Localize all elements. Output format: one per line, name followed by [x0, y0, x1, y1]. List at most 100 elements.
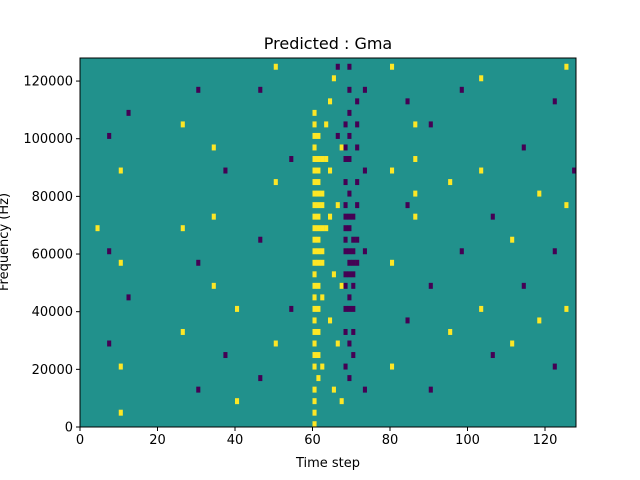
heatmap-cell [316, 202, 321, 209]
heatmap-cell [351, 282, 356, 289]
y-tick-label: 80000 [32, 190, 73, 205]
x-tick-label: 0 [76, 433, 84, 448]
heatmap-cell [343, 213, 348, 220]
heatmap-cell [312, 259, 317, 266]
heatmap-cell [316, 282, 321, 289]
heatmap-cell [312, 317, 317, 324]
y-tick-label: 60000 [32, 248, 73, 263]
heatmap-cell [180, 121, 185, 128]
heatmap-cell [339, 144, 344, 151]
heatmap-cell [312, 282, 317, 289]
heatmap-cell [289, 305, 294, 312]
heatmap-cell [211, 282, 216, 289]
y-tick-label: 40000 [32, 305, 73, 320]
heatmap-cell [312, 409, 317, 416]
y-axis-ticks: 0 20000 40000 60000 80000 100000 120000 [23, 75, 80, 436]
heatmap-cell [316, 248, 321, 255]
heatmap-cell [335, 340, 340, 347]
y-tick-label: 20000 [32, 363, 73, 378]
heatmap-cell [312, 190, 317, 197]
heatmap-cell [312, 236, 317, 243]
x-tick-label: 120 [533, 433, 558, 448]
heatmap-cell [521, 144, 526, 151]
heatmap-cell [362, 386, 367, 393]
heatmap-cell [405, 98, 410, 105]
heatmap-cell [312, 156, 317, 162]
heatmap-cell [118, 363, 123, 370]
heatmap-cell [316, 305, 321, 312]
heatmap-cell [490, 352, 495, 359]
heatmap-cell [479, 75, 484, 82]
x-axis-ticks: 0 20 40 60 80 100 120 [76, 427, 558, 448]
heatmap-cell [479, 305, 484, 312]
heatmap-cell [312, 328, 317, 335]
heatmap-cell [258, 375, 263, 382]
y-tick-label: 0 [65, 421, 73, 436]
heatmap-cell [351, 259, 356, 266]
heatmap-cell [107, 248, 112, 255]
x-tick-label: 80 [382, 433, 399, 448]
heatmap-cell [343, 156, 348, 162]
heatmap-cell [223, 167, 228, 174]
heatmap-cell [521, 282, 526, 289]
heatmap-cell [564, 305, 569, 312]
heatmap-cell [312, 248, 317, 255]
heatmap-cell [490, 213, 495, 220]
heatmap-cell [289, 156, 294, 162]
heatmap-cells [95, 63, 577, 428]
heatmap-cell [320, 259, 325, 266]
heatmap-cell [107, 340, 112, 347]
heatmap-cell [328, 167, 333, 174]
heatmap-cell [355, 144, 360, 151]
heatmap-cell [312, 225, 317, 232]
heatmap-cell [343, 236, 348, 243]
heatmap-cell [428, 121, 433, 128]
heatmap-cell [312, 167, 317, 174]
heatmap-cell [312, 363, 317, 370]
heatmap-cell [564, 63, 569, 70]
heatmap-cell [347, 259, 352, 266]
heatmap-background [80, 58, 576, 427]
heatmap-cell [355, 179, 360, 186]
heatmap-cell [355, 98, 360, 105]
heatmap-cell [126, 109, 131, 116]
heatmap-cell [347, 225, 352, 232]
heatmap-cell [118, 167, 123, 174]
x-tick-label: 100 [455, 433, 480, 448]
heatmap-cell [347, 190, 352, 197]
heatmap-cell [347, 294, 352, 301]
heatmap-cell [316, 236, 321, 243]
heatmap-cell [405, 202, 410, 209]
heatmap-cell [355, 202, 360, 209]
heatmap-cell [347, 375, 352, 382]
heatmap-cell [428, 282, 433, 289]
heatmap-cell [312, 179, 317, 186]
heatmap-cell [118, 259, 123, 266]
heatmap-cell [552, 248, 557, 255]
heatmap-cell [312, 132, 317, 139]
heatmap-cell [448, 328, 453, 335]
plot-area [79, 57, 577, 428]
heatmap-cell [343, 225, 348, 232]
heatmap-cell [510, 236, 515, 243]
heatmap-cell [273, 340, 278, 347]
heatmap-cell [347, 340, 352, 347]
heatmap-cell [235, 398, 240, 405]
heatmap-cell [347, 109, 352, 116]
heatmap-cell [312, 144, 317, 151]
heatmap-cell [211, 144, 216, 151]
heatmap-cell [343, 305, 348, 312]
heatmap-cell [347, 305, 352, 312]
heatmap-cell [316, 167, 321, 174]
heatmap-cell [479, 167, 484, 174]
heatmap-cell [316, 213, 321, 220]
heatmap-cell [324, 156, 329, 162]
y-axis-label: Frequency (Hz) [0, 193, 12, 291]
heatmap-cell [312, 202, 317, 209]
heatmap-cell [405, 317, 410, 324]
heatmap-cell [510, 340, 515, 347]
heatmap-cell [316, 190, 321, 197]
heatmap-cell [413, 190, 418, 197]
y-tick-label: 100000 [23, 132, 73, 147]
heatmap-cell [316, 179, 321, 186]
